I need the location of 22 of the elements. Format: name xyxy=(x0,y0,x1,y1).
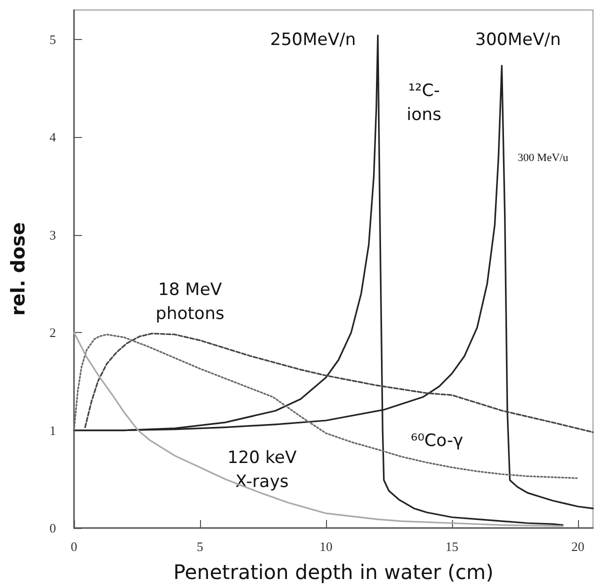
series-label: 120 keV X-rays xyxy=(227,448,297,492)
y-tick-label: 2 xyxy=(50,325,56,340)
series-label: 300MeV/n xyxy=(475,30,561,50)
series-label: ⁶⁰Co-γ xyxy=(410,431,464,451)
line-series xyxy=(84,332,594,434)
y-tick-label: 1 xyxy=(50,422,56,438)
y-tick-label: 0 xyxy=(50,520,56,536)
y-axis-title: rel. dose xyxy=(8,222,30,316)
y-tick-label: 5 xyxy=(50,32,56,47)
x-tick-label: 20 xyxy=(571,539,584,554)
x-tick-label: 15 xyxy=(445,539,458,554)
series-label: 18 MeV photons xyxy=(156,280,224,324)
annotation: ¹²C- ions xyxy=(406,81,442,125)
x-tick-label: 10 xyxy=(319,539,332,554)
x-tick-label: 5 xyxy=(196,539,204,554)
y-tick-label: 3 xyxy=(50,227,56,242)
y-tick-label: 4 xyxy=(50,130,56,145)
line-series xyxy=(73,332,564,527)
series-label: 250MeV/n xyxy=(270,30,356,50)
x-tick-label: 0 xyxy=(70,539,78,554)
x-axis-title: Penetration depth in water (cm) xyxy=(173,560,494,584)
annotation: 300 MeV/u xyxy=(518,152,569,164)
